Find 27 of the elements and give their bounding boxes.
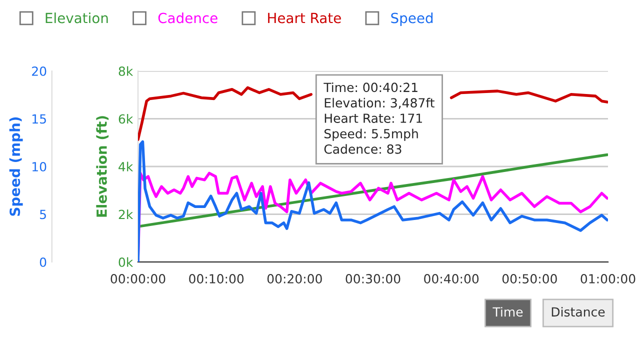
y-tick-label: 4k: [118, 162, 134, 172]
x-tick-label: 00:00:00: [110, 274, 166, 284]
y2-tick-label: 5: [40, 210, 46, 220]
text: Cadence: [158, 12, 218, 24]
x-tick-label: 00:10:00: [189, 274, 244, 284]
x-tick-label: 00:30:00: [346, 274, 400, 284]
y-tick-label: 8k: [118, 66, 134, 76]
y-axis-title: Elevation (ft): [96, 116, 109, 217]
x-tick-label: 01:00:00: [580, 274, 636, 284]
y-tick-label: 0k: [118, 257, 134, 267]
y2-tick-label: 0: [40, 257, 46, 267]
y2-tick-label: 15: [32, 114, 46, 124]
annotation: Time: 00:40:21 Elevation: 3,487ft Heart Rate: 171 Speed: 5.5mph Cadence: 83: [324, 82, 434, 154]
line-series: [138, 140, 608, 262]
y2-tick-label: 10: [32, 162, 46, 172]
y-tick-label: 6k: [118, 114, 134, 124]
text: Speed: [391, 12, 433, 26]
x-tick-label: 00:40:00: [424, 274, 479, 284]
x-tick-label: 00:50:00: [502, 274, 557, 284]
y2-tick-label: 20: [32, 66, 46, 76]
text: Elevation: [46, 12, 108, 24]
text: Distance: [552, 306, 605, 317]
text: Heart Rate: [268, 12, 341, 24]
text: Time: [492, 306, 523, 317]
x-tick-label: 00:20:00: [267, 274, 322, 284]
y2-axis-title: Speed (mph): [9, 117, 23, 216]
y-tick-label: 2k: [118, 210, 134, 219]
